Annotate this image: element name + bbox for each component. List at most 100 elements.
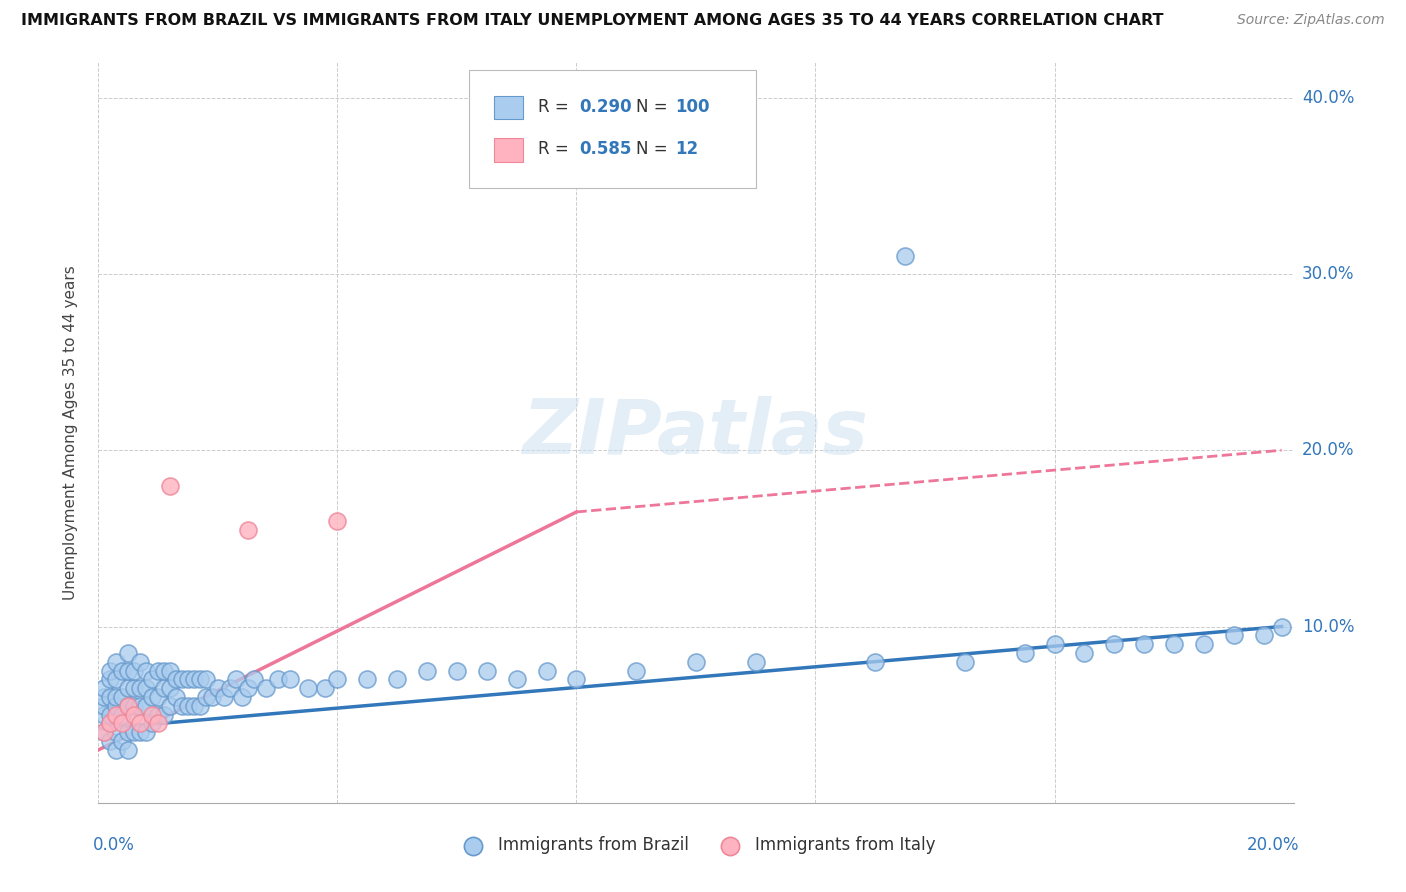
Point bbox=[98, 734, 122, 748]
Point bbox=[111, 707, 134, 722]
Point bbox=[894, 249, 917, 263]
Point bbox=[129, 698, 152, 713]
Point bbox=[267, 673, 290, 687]
Point bbox=[195, 690, 218, 704]
Point bbox=[172, 698, 194, 713]
Point bbox=[129, 655, 152, 669]
Point bbox=[124, 725, 146, 739]
Point bbox=[141, 716, 163, 731]
Point bbox=[356, 673, 378, 687]
Point bbox=[1014, 646, 1036, 660]
Point bbox=[141, 673, 163, 687]
Point bbox=[236, 681, 259, 696]
Point bbox=[385, 673, 409, 687]
Point bbox=[745, 655, 768, 669]
Point bbox=[135, 664, 157, 678]
Point bbox=[117, 664, 139, 678]
Point bbox=[129, 681, 152, 696]
Point bbox=[278, 673, 301, 687]
Point bbox=[165, 690, 187, 704]
Point bbox=[231, 690, 253, 704]
Text: 12: 12 bbox=[676, 140, 699, 158]
Point bbox=[188, 698, 211, 713]
Point bbox=[141, 690, 163, 704]
Point bbox=[105, 743, 128, 757]
Point bbox=[1104, 637, 1126, 651]
Point bbox=[98, 707, 122, 722]
Point bbox=[148, 690, 170, 704]
Point bbox=[117, 698, 139, 713]
Point bbox=[135, 725, 157, 739]
Point bbox=[183, 698, 205, 713]
FancyBboxPatch shape bbox=[494, 95, 523, 120]
Point bbox=[159, 478, 181, 492]
Text: 10.0%: 10.0% bbox=[1302, 617, 1354, 635]
Text: R =: R = bbox=[538, 140, 574, 158]
Point bbox=[177, 698, 200, 713]
Point bbox=[148, 716, 170, 731]
Point bbox=[105, 690, 128, 704]
Text: 40.0%: 40.0% bbox=[1302, 88, 1354, 107]
Text: 100: 100 bbox=[676, 98, 710, 116]
Point bbox=[536, 664, 558, 678]
Point bbox=[93, 725, 115, 739]
Point bbox=[177, 673, 200, 687]
Point bbox=[129, 716, 152, 731]
Point bbox=[315, 681, 337, 696]
Point bbox=[165, 673, 187, 687]
Point bbox=[98, 690, 122, 704]
Point bbox=[124, 707, 146, 722]
Point bbox=[1253, 628, 1275, 642]
Point bbox=[685, 655, 707, 669]
Point bbox=[188, 673, 211, 687]
Point bbox=[148, 707, 170, 722]
Point bbox=[148, 664, 170, 678]
Point bbox=[135, 698, 157, 713]
Point bbox=[93, 698, 115, 713]
Text: R =: R = bbox=[538, 98, 574, 116]
Point bbox=[98, 673, 122, 687]
Point bbox=[124, 664, 146, 678]
Point bbox=[111, 664, 134, 678]
Point bbox=[183, 673, 205, 687]
Point bbox=[105, 707, 128, 722]
Point bbox=[1163, 637, 1185, 651]
Text: N =: N = bbox=[637, 140, 673, 158]
Point bbox=[1271, 619, 1294, 633]
Point bbox=[236, 523, 259, 537]
Text: 0.290: 0.290 bbox=[579, 98, 631, 116]
Point bbox=[159, 664, 181, 678]
Point bbox=[98, 716, 122, 731]
Point bbox=[1043, 637, 1066, 651]
Point bbox=[93, 690, 115, 704]
Point bbox=[297, 681, 319, 696]
Point bbox=[141, 707, 163, 722]
Point bbox=[117, 681, 139, 696]
Point bbox=[124, 698, 146, 713]
Legend: Immigrants from Brazil, Immigrants from Italy: Immigrants from Brazil, Immigrants from … bbox=[450, 830, 942, 861]
Text: 30.0%: 30.0% bbox=[1302, 265, 1354, 283]
FancyBboxPatch shape bbox=[494, 138, 523, 161]
Point bbox=[212, 690, 235, 704]
Point bbox=[98, 716, 122, 731]
Text: ZIPatlas: ZIPatlas bbox=[523, 396, 869, 469]
Point bbox=[326, 514, 349, 528]
Point bbox=[446, 664, 468, 678]
Point bbox=[225, 673, 247, 687]
Point bbox=[195, 673, 218, 687]
Point bbox=[117, 646, 139, 660]
Point bbox=[153, 664, 176, 678]
Point bbox=[93, 725, 115, 739]
Point bbox=[1073, 646, 1095, 660]
Text: 20.0%: 20.0% bbox=[1247, 836, 1299, 855]
Point bbox=[93, 681, 115, 696]
Point bbox=[159, 698, 181, 713]
Point bbox=[254, 681, 277, 696]
Point bbox=[124, 681, 146, 696]
Text: N =: N = bbox=[637, 98, 673, 116]
Point bbox=[626, 664, 648, 678]
Point bbox=[201, 690, 224, 704]
Text: 20.0%: 20.0% bbox=[1302, 442, 1354, 459]
Point bbox=[565, 673, 588, 687]
Point bbox=[105, 725, 128, 739]
